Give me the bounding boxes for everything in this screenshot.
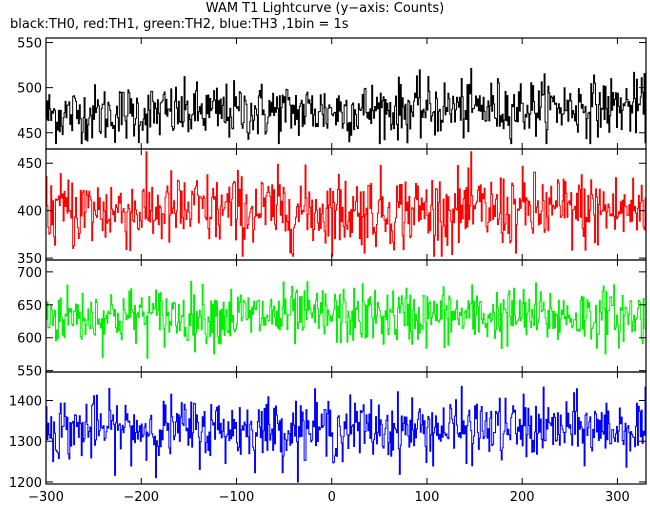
panel-th2: 550 600 650 700	[17, 259, 647, 380]
y-tick-label: 550	[17, 37, 42, 52]
y-tick-label: 1200	[9, 476, 42, 491]
y-tick-label: 450	[17, 127, 42, 142]
y-tick-label: 700	[17, 266, 42, 281]
panel-th0: 450 500 550	[17, 37, 647, 150]
y-tick-label: 350	[17, 252, 42, 267]
x-tick-label: −100	[219, 490, 255, 505]
x-tick-label: 200	[510, 490, 535, 505]
y-tick-label: 400	[17, 205, 42, 220]
series-line-th0	[46, 67, 646, 145]
y-tick-label: 550	[17, 365, 42, 380]
panel-th3: 1200 1300 1400	[9, 371, 647, 491]
series-line-th3	[46, 385, 646, 483]
x-tick-label: 0	[328, 490, 336, 505]
x-tick-label: −300	[28, 490, 64, 505]
series-line-th1	[46, 151, 646, 257]
y-tick-label: 500	[17, 82, 42, 97]
y-tick-label: 1400	[9, 395, 42, 410]
x-tick-label: −200	[123, 490, 159, 505]
chart-title: WAM T1 Lightcurve (y−axis: Counts)	[205, 1, 445, 16]
y-tick-label: 600	[17, 332, 42, 347]
x-tick-label: 300	[605, 490, 630, 505]
y-tick-label: 650	[17, 299, 42, 314]
x-tick-label: 100	[415, 490, 440, 505]
y-tick-label: 450	[17, 157, 42, 172]
y-tick-label: 1300	[9, 435, 42, 450]
panel-frame	[45, 371, 647, 485]
panel-th1: 350 400 450	[17, 148, 647, 267]
panel-frame	[45, 37, 647, 150]
series-line-th2	[46, 280, 646, 359]
chart-subtitle: black:TH0, red:TH1, green:TH2, blue:TH3 …	[10, 17, 349, 32]
